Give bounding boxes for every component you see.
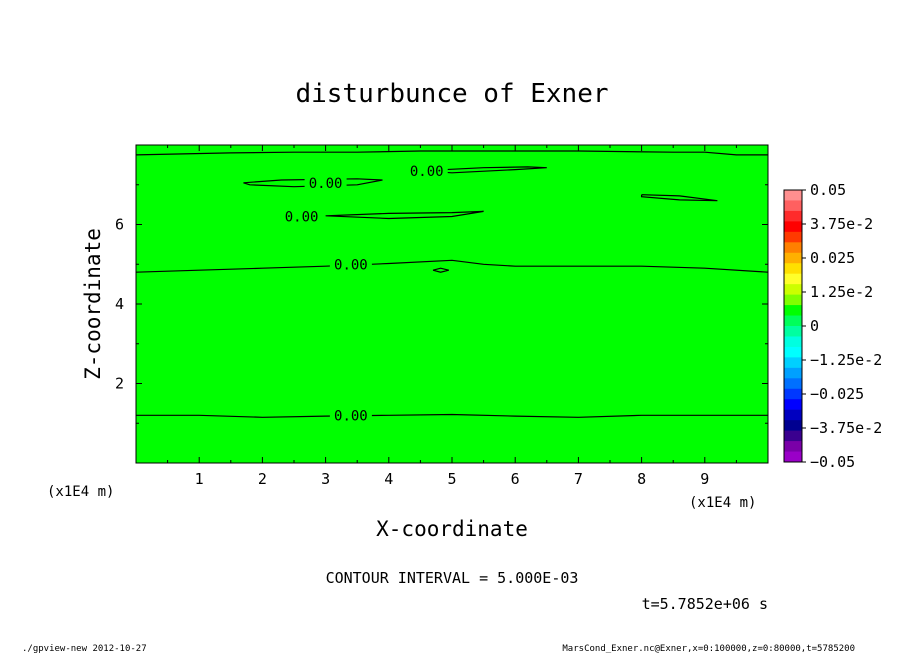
x-tick-label: 8 xyxy=(637,470,646,488)
colorbar-cell xyxy=(784,388,802,400)
colorbar-cell xyxy=(784,336,802,348)
x-axis-label: X-coordinate xyxy=(376,517,528,541)
x-axis-unit: (x1E4 m) xyxy=(689,495,756,511)
contour-line xyxy=(420,166,547,174)
colorbar-cell xyxy=(784,409,802,421)
x-tick-label: 9 xyxy=(700,470,709,488)
contour-label: 0.00 xyxy=(285,210,319,226)
contour-label: 0.00 xyxy=(309,176,343,192)
contour-line xyxy=(432,267,449,273)
colorbar-cell xyxy=(784,221,802,233)
y-tick-label: 4 xyxy=(115,295,124,313)
y-axis-label: Z-coordinate xyxy=(81,228,105,380)
y-axis-unit: (x1E4 m) xyxy=(47,484,114,500)
colorbar-cell xyxy=(784,451,802,463)
footer-left: ./gpview-new 2012-10-27 xyxy=(22,644,147,654)
contour-label: 0.00 xyxy=(334,257,368,273)
x-tick-label: 1 xyxy=(195,470,204,488)
colorbar-cell xyxy=(784,357,802,369)
colorbar-tick-label: −0.025 xyxy=(810,385,864,403)
colorbar-cell xyxy=(784,231,802,243)
contour-line xyxy=(325,210,484,220)
colorbar-cells xyxy=(784,190,802,463)
colorbar-tick-label: 3.75e-2 xyxy=(810,215,873,233)
colorbar-cell xyxy=(784,441,802,453)
colorbar-cell xyxy=(784,263,802,275)
contour-line xyxy=(243,178,383,188)
colorbar-tick-label: −1.25e-2 xyxy=(810,351,882,369)
colorbar-tick-label: 0.025 xyxy=(810,249,855,267)
contour-lines xyxy=(135,150,769,418)
colorbar-tick-label: 0 xyxy=(810,317,819,335)
colorbar-tick-label: 1.25e-2 xyxy=(810,283,873,301)
x-tick-label: 3 xyxy=(321,470,330,488)
x-tick-label: 4 xyxy=(384,470,393,488)
x-tick-label: 6 xyxy=(511,470,520,488)
contour-label: 0.00 xyxy=(334,408,368,424)
contour-label-bg xyxy=(329,256,372,273)
y-tick-label: 2 xyxy=(115,375,124,393)
colorbar-cell xyxy=(784,326,802,337)
axis-ticks: 1 2 3 4 5 6 7 8 9 2 4 6 xyxy=(115,145,768,488)
contour-label-bg xyxy=(280,208,323,225)
footer-right: MarsCond_Exner.nc@Exner,x=0:100000,z=0:8… xyxy=(562,644,855,654)
colorbar-cell xyxy=(784,210,802,222)
contour-label-bg xyxy=(329,407,372,424)
colorbar-cell xyxy=(784,430,802,442)
contour-label: 0.00 xyxy=(410,164,444,180)
colorbar-cell xyxy=(784,284,802,296)
colorbar-cell xyxy=(784,200,802,212)
colorbar-cell xyxy=(784,367,802,379)
colorbar-tick-label: −3.75e-2 xyxy=(810,419,882,437)
colorbar-cell xyxy=(784,242,802,254)
colorbar-tick-label: 0.05 xyxy=(810,181,846,199)
contour-line xyxy=(136,413,768,418)
colorbar-labels: 0.05 3.75e-2 0.025 1.25e-2 0 −1.25e-2 −0.025 −3… xyxy=(802,181,882,471)
contour-label-bg xyxy=(304,174,347,191)
colorbar-cell xyxy=(784,378,802,390)
colorbar-cell xyxy=(784,399,802,411)
time-text: t=5.7852e+06 s xyxy=(642,595,768,613)
contour-interval-text: CONTOUR INTERVAL = 5.000E-03 xyxy=(326,569,579,587)
colorbar-tick-label: −0.05 xyxy=(810,453,855,471)
contour-label-bg xyxy=(405,162,448,179)
colorbar-cell xyxy=(784,190,802,201)
contour-line xyxy=(135,259,769,273)
colorbar-cell xyxy=(784,346,802,358)
contour-line xyxy=(641,194,718,202)
x-tick-label: 5 xyxy=(447,470,456,488)
colorbar-cell xyxy=(784,252,802,264)
x-tick-label: 7 xyxy=(574,470,583,488)
chart-title: disturbunce of Exner xyxy=(295,79,608,109)
colorbar-cell xyxy=(784,294,802,306)
contour-labels: 0.00 0.00 0.00 0.00 0.00 xyxy=(280,162,448,424)
colorbar-cell xyxy=(784,305,802,317)
colorbar-cell xyxy=(784,273,802,285)
colorbar: 0.05 3.75e-2 0.025 1.25e-2 0 −1.25e-2 −0.025 −3… xyxy=(783,181,882,471)
x-tick-label: 2 xyxy=(258,470,267,488)
colorbar-cell xyxy=(784,420,802,432)
colorbar-cell xyxy=(784,315,802,327)
plot-area: 0.00 0.00 0.00 0.00 0.00 1 2 3 4 5 6 7 8 9 2 4 6 xyxy=(115,144,769,488)
y-tick-label: 6 xyxy=(115,216,124,234)
